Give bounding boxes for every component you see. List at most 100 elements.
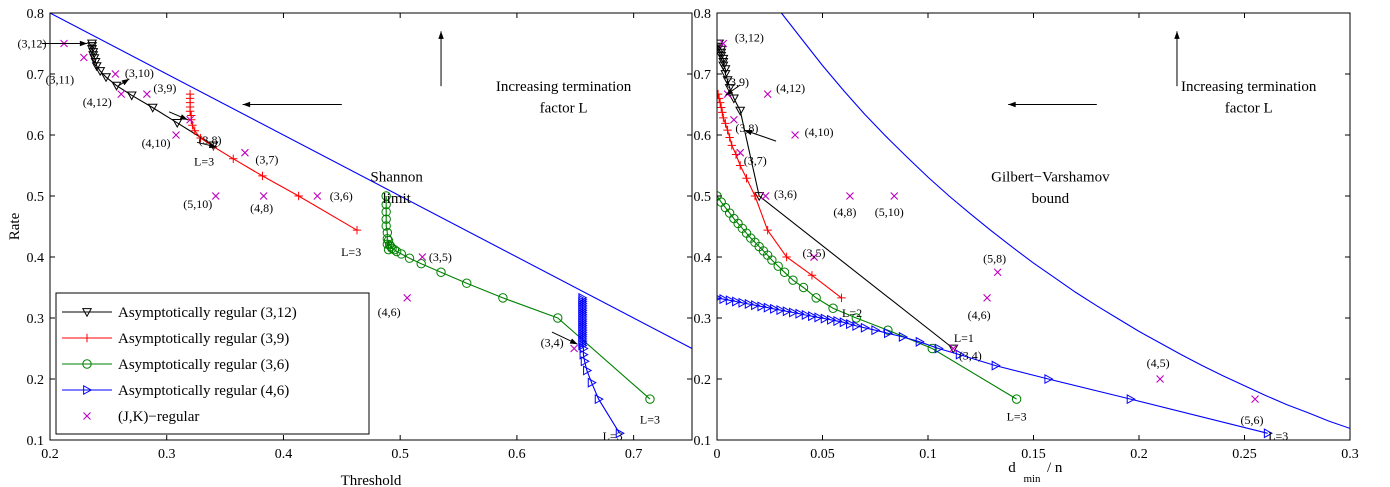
data-point: [142, 90, 151, 99]
series-gilbert-varshamov-bound: [780, 13, 1350, 429]
arrow-head: [179, 114, 188, 120]
data-point: [934, 343, 944, 354]
annotation: L=3: [603, 429, 623, 443]
data-point: [1126, 394, 1136, 405]
series-line: [385, 196, 651, 400]
data-point: [725, 133, 734, 142]
y-tick-label: 0.7: [694, 68, 712, 83]
data-point: [404, 253, 415, 263]
series-shannon-limit: [50, 13, 692, 349]
data-point: [720, 65, 731, 75]
arrow-head: [208, 142, 217, 149]
data-point: [727, 141, 736, 150]
data-point: [352, 225, 362, 235]
data-point: [645, 394, 655, 404]
data-point: [827, 314, 837, 325]
data-point: [1263, 428, 1273, 439]
legend-label: Asymptotically regular (4,6): [118, 383, 289, 399]
y-tick-label: 0.1: [27, 434, 45, 449]
data-point: [462, 278, 472, 288]
data-point: [418, 253, 427, 261]
x-tick-label: 0.3: [158, 447, 176, 462]
data-point: [719, 113, 728, 123]
y-axis-label: Rate: [7, 212, 23, 240]
point-label: (3,6): [774, 187, 797, 201]
data-point: [403, 293, 412, 302]
data-point: [814, 312, 824, 323]
point-label: (4,8): [833, 205, 856, 219]
point-label: (3,4): [959, 349, 982, 363]
point-label: (3,5): [803, 246, 826, 260]
data-point: [948, 344, 959, 354]
x-tick-label: 0.2: [41, 447, 59, 462]
data-point: [100, 73, 112, 83]
data-point: [580, 356, 590, 367]
legend-marker: [82, 359, 92, 369]
annotation: Shannon: [370, 169, 423, 185]
y-tick-label: 0.3: [694, 312, 712, 327]
data-point: [761, 192, 770, 200]
data-point: [1044, 373, 1054, 385]
annotation: factor L: [540, 101, 588, 117]
x-tick-label: 0: [714, 447, 721, 462]
axes-box: [49, 12, 693, 441]
data-point: [732, 296, 742, 307]
legend-marker: [83, 412, 91, 420]
data-point: [381, 214, 391, 224]
plot-area: [717, 13, 1350, 439]
data-point: [767, 255, 777, 265]
data-point: [583, 365, 593, 376]
data-point: [837, 293, 846, 303]
data-point: [719, 294, 729, 305]
x-tick-label: 0.5: [391, 447, 409, 462]
x-tick-label: 0.4: [275, 447, 293, 462]
data-point: [779, 267, 790, 277]
data-point: [211, 192, 220, 200]
point-label: (5,10): [183, 197, 212, 211]
data-point: [381, 207, 391, 217]
data-point: [396, 249, 407, 259]
arrow-head: [725, 88, 734, 96]
legend-marker: [82, 333, 92, 343]
data-point: [229, 154, 238, 163]
point-label: (3,5): [429, 250, 452, 264]
data-point: [383, 235, 394, 246]
series-line: [780, 13, 1350, 429]
y-tick-label: 0.5: [694, 190, 712, 205]
point-label: (4,6): [968, 308, 991, 322]
y-tick-label: 0.4: [694, 251, 712, 266]
data-point: [718, 54, 729, 64]
series-asymptotically-regular-3-6-: [381, 191, 655, 404]
data-point: [763, 302, 773, 313]
data-point: [259, 192, 268, 200]
annotation: L=3: [1268, 429, 1288, 443]
data-point: [1251, 395, 1259, 404]
data-point: [579, 349, 589, 360]
data-point: [721, 119, 730, 128]
series-asymptotically-regular-4-6-: [578, 292, 625, 439]
data-point: [717, 48, 727, 58]
annotation: limit: [383, 191, 412, 207]
data-point: [313, 192, 322, 200]
data-point: [720, 70, 731, 80]
legend-label: Asymptotically regular (3,9): [118, 331, 289, 347]
data-point: [723, 125, 732, 135]
point-label: (3,12): [735, 31, 764, 45]
y-tick-label: 0.7: [27, 68, 45, 83]
data-point: [927, 343, 937, 354]
data-point: [594, 394, 604, 405]
data-point: [190, 126, 199, 135]
point-label: (3,10): [125, 66, 154, 80]
data-point: [808, 311, 818, 322]
x-axis-label-d: d: [1008, 460, 1016, 476]
series-line: [717, 195, 1017, 400]
data-point: [386, 241, 396, 252]
y-tick-label: 0.2: [694, 373, 712, 388]
y-tick-label: 0.5: [27, 190, 45, 205]
legend-label: Asymptotically regular (3,12): [118, 305, 297, 321]
annotation: Increasing termination: [1181, 79, 1317, 95]
data-point: [871, 325, 881, 336]
data-point: [770, 303, 780, 314]
data-point: [570, 344, 578, 353]
y-tick-label: 0.4: [27, 251, 45, 266]
